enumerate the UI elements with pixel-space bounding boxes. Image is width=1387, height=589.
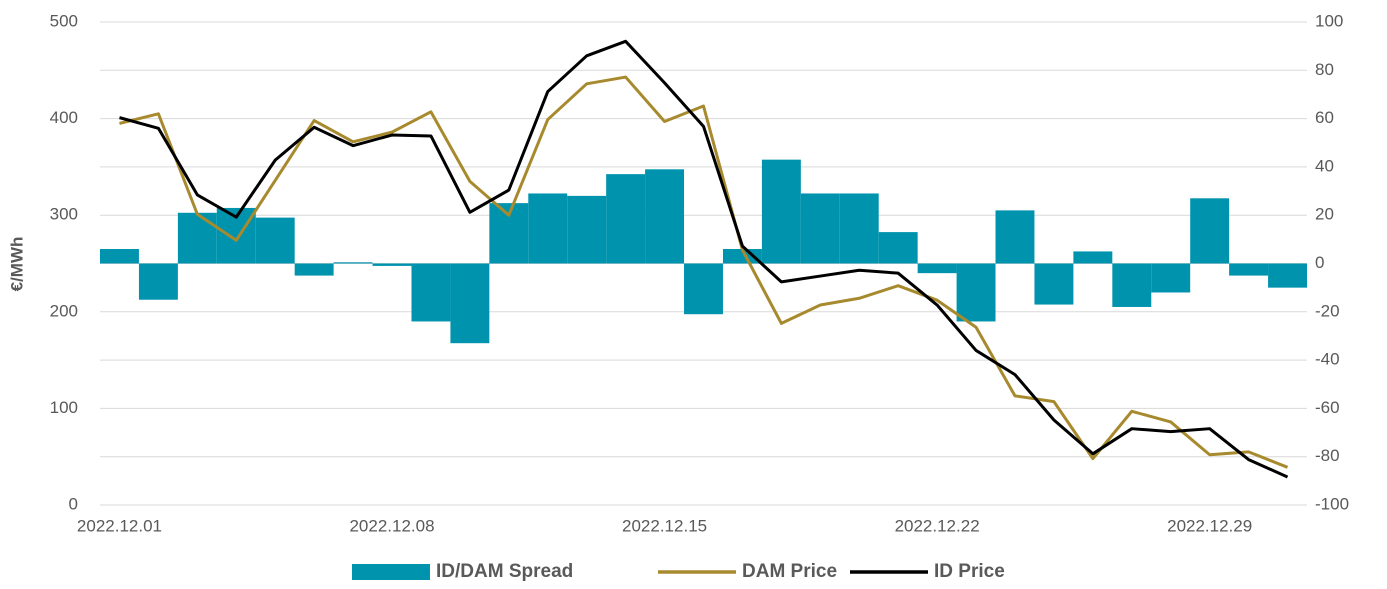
bar — [722, 249, 762, 264]
y2-tick-label: 40 — [1315, 156, 1334, 175]
y2-tick-label: -20 — [1315, 301, 1340, 320]
y-axis-label: €/MWh — [7, 237, 26, 292]
y2-tick-label: -60 — [1315, 398, 1340, 417]
bar — [995, 210, 1035, 264]
bar — [1151, 263, 1191, 293]
bar — [1034, 263, 1074, 305]
bar — [294, 263, 334, 276]
x-tick-label: 2022.12.08 — [349, 516, 434, 535]
bar — [800, 193, 840, 264]
legend-label: ID Price — [934, 561, 1005, 582]
line — [119, 39, 1289, 479]
y-tick-label: 400 — [50, 108, 78, 127]
x-tick-label: 2022.12.22 — [895, 516, 980, 535]
y2-tick-label: -40 — [1315, 350, 1340, 369]
y2-tick-label: 100 — [1315, 11, 1343, 30]
legend-swatch — [352, 564, 430, 580]
bar — [177, 212, 217, 264]
bar — [684, 263, 723, 315]
y-tick-label: 0 — [69, 494, 78, 513]
y-tick-label: 100 — [50, 398, 78, 417]
bar — [761, 159, 801, 264]
bar — [1112, 263, 1152, 307]
bar — [450, 263, 490, 344]
bar — [878, 232, 918, 264]
bar — [528, 193, 568, 264]
bar — [645, 169, 685, 264]
y2-tick-label: 20 — [1315, 205, 1334, 224]
y-tick-label: 200 — [50, 301, 78, 320]
y-tick-label: 500 — [50, 11, 78, 30]
bar — [138, 263, 178, 300]
bar — [372, 263, 412, 266]
line — [119, 75, 1289, 469]
x-tick-label: 2022.12.01 — [77, 516, 162, 535]
bar — [411, 263, 451, 322]
y2-tick-label: 60 — [1315, 108, 1334, 127]
x-tick-label: 2022.12.29 — [1167, 516, 1252, 535]
bar — [839, 193, 879, 264]
y2-tick-label: 0 — [1315, 253, 1324, 272]
bar — [1073, 251, 1113, 264]
x-tick-label: 2022.12.15 — [622, 516, 707, 535]
bar — [956, 263, 996, 322]
bar — [255, 217, 295, 264]
bar — [917, 263, 957, 274]
y2-tick-label: -80 — [1315, 446, 1340, 465]
y2-tick-label: -100 — [1315, 494, 1349, 513]
bar — [1229, 263, 1269, 276]
legend-label: ID/DAM Spread — [436, 561, 573, 582]
bar — [567, 195, 607, 264]
bar — [333, 262, 373, 264]
bar — [606, 174, 646, 264]
legend-label: DAM Price — [742, 561, 837, 582]
y2-tick-label: 80 — [1315, 60, 1334, 79]
bar — [100, 249, 139, 264]
y-tick-label: 300 — [50, 205, 78, 224]
bar — [1190, 198, 1230, 264]
bar — [1268, 263, 1307, 288]
